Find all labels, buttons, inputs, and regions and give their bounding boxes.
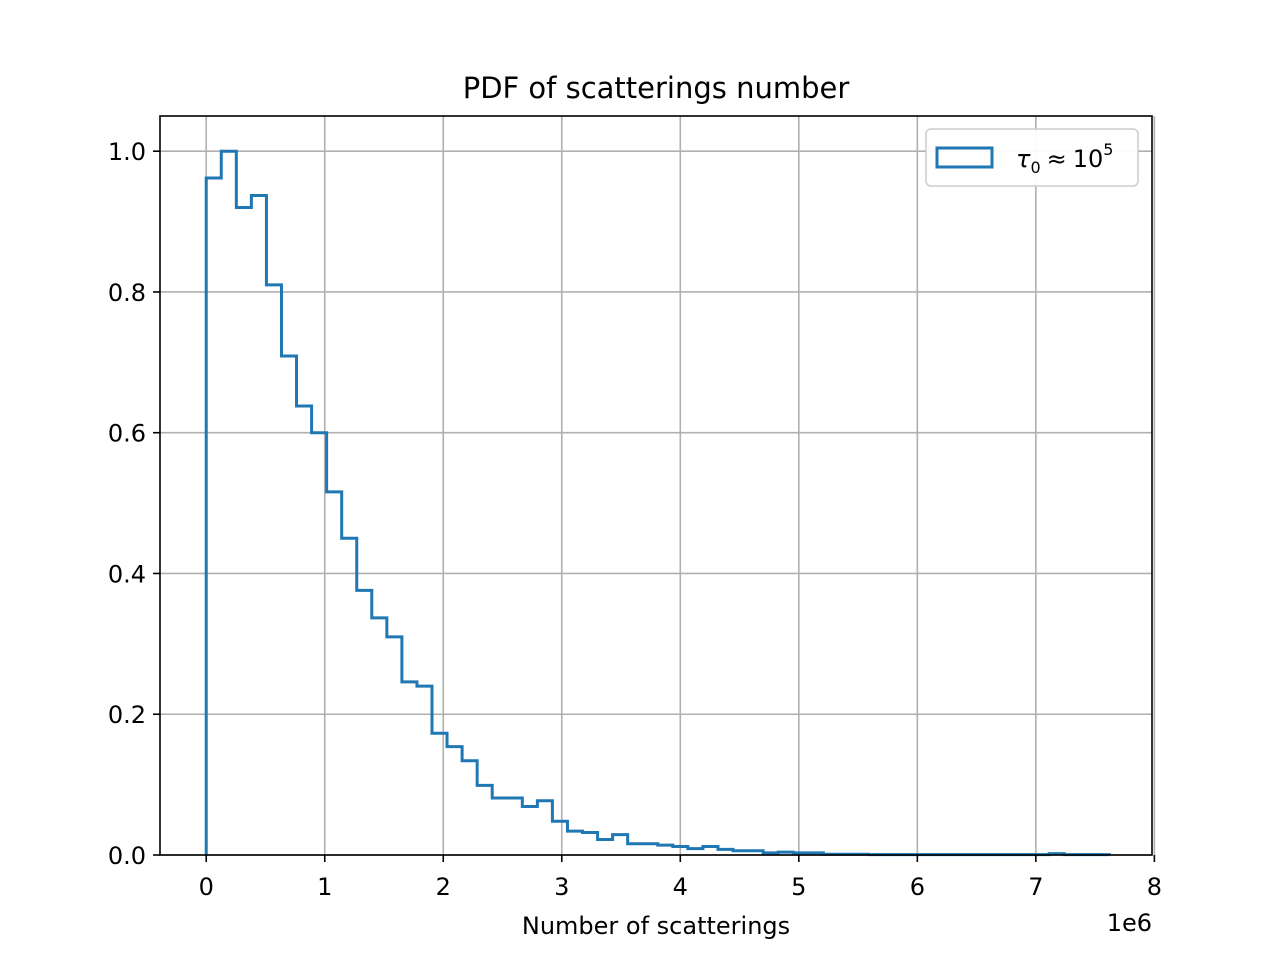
legend-swatch	[935, 146, 994, 169]
histogram-bin	[206, 178, 221, 855]
legend-label: τ0 ≈105	[1016, 140, 1113, 177]
histogram-bin	[372, 618, 387, 855]
legend-subscript: 0	[1030, 158, 1040, 177]
x-tick-label: 8	[1147, 873, 1162, 901]
x-tick-label: 3	[554, 873, 569, 901]
histogram-bin	[432, 733, 447, 855]
y-tick-label: 0.0	[108, 842, 146, 870]
histogram-bin	[327, 492, 342, 855]
histogram-bin	[417, 686, 432, 855]
histogram-bin	[236, 208, 251, 856]
legend-superscript: 5	[1103, 140, 1113, 159]
y-axis-ticks: 0.0 0.2 0.4 0.6 0.8 1.0	[108, 138, 160, 870]
y-tick-label: 0.6	[108, 420, 146, 448]
y-tick-label: 0.4	[108, 560, 146, 588]
histogram-bin	[251, 196, 266, 855]
x-tick-label: 6	[910, 873, 925, 901]
histogram-bin	[673, 847, 688, 855]
histogram-bin	[613, 835, 628, 855]
histogram-bin	[221, 151, 236, 855]
histogram-bin	[387, 637, 402, 855]
histogram-bin	[583, 832, 598, 855]
histogram-bin	[281, 356, 296, 855]
legend: τ0 ≈105	[925, 128, 1139, 187]
legend-symbol: τ	[1016, 145, 1031, 173]
histogram-bin	[297, 406, 312, 855]
histogram-bin	[718, 849, 733, 855]
x-tick-label: 7	[1028, 873, 1043, 901]
x-tick-label: 2	[436, 873, 451, 901]
histogram-bin	[462, 761, 477, 855]
x-tick-label: 0	[199, 873, 214, 901]
x-axis-ticks: 0 1 2 3 4 5 6 7 8	[199, 855, 1162, 901]
x-tick-label: 5	[791, 873, 806, 901]
histogram-bin	[522, 806, 537, 855]
x-tick-label: 1	[317, 873, 332, 901]
x-axis-offset-text: 1e6	[1107, 909, 1152, 937]
legend-base: 10	[1073, 145, 1104, 173]
x-axis-label: Number of scatterings	[522, 912, 790, 940]
histogram-bin	[537, 801, 552, 855]
histogram-bin	[643, 844, 658, 855]
histogram-bin	[552, 821, 567, 855]
chart-title: PDF of scatterings number	[463, 71, 850, 105]
histogram-bin	[402, 682, 417, 855]
y-tick-label: 0.2	[108, 701, 146, 729]
histogram-bin	[312, 433, 327, 855]
histogram-bin	[507, 798, 522, 855]
histogram-bin	[447, 747, 462, 855]
legend-frame	[925, 128, 1139, 187]
histogram-bin	[598, 840, 613, 855]
histogram-bin	[567, 831, 582, 855]
histogram-bin	[357, 590, 372, 855]
x-tick-label: 4	[673, 873, 688, 901]
histogram-bin	[628, 844, 643, 855]
histogram-bin	[703, 847, 718, 855]
histogram-bin	[266, 285, 281, 855]
legend-relation: ≈	[1047, 145, 1067, 173]
histogram-bin	[688, 849, 703, 855]
histogram-bin	[477, 785, 492, 855]
histogram-bin	[342, 538, 357, 855]
histogram-bin	[658, 845, 673, 855]
y-tick-label: 0.8	[108, 279, 146, 307]
histogram-bin	[492, 798, 507, 855]
plot-area-frame	[159, 115, 1153, 856]
y-tick-label: 1.0	[108, 138, 146, 166]
